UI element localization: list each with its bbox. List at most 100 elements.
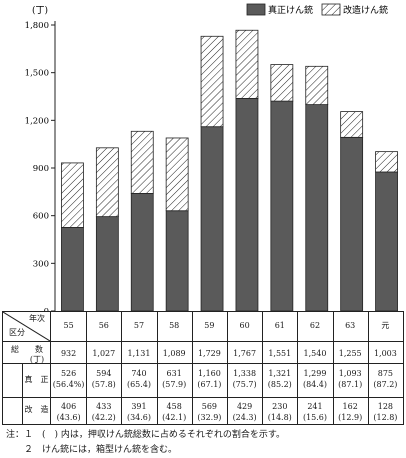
- header-diagonal: [3, 312, 50, 341]
- year-cell: 56: [98, 321, 109, 330]
- bar-real-58: [165, 210, 189, 312]
- legend-swatch-modified: [321, 3, 341, 16]
- table-label-column-border: [50, 311, 51, 425]
- modified-value-cell: 429: [236, 402, 253, 411]
- modified-label: 改 造: [24, 405, 49, 414]
- real-value-cell: 526: [60, 369, 77, 378]
- modified-pct-cell: (12.8): [373, 413, 398, 422]
- table-left-border: [2, 311, 3, 425]
- table-column-border: [262, 311, 264, 425]
- total-cell: 1,540: [303, 349, 327, 358]
- bar-modified-57: [130, 130, 154, 194]
- bar-modified-63: [340, 111, 364, 138]
- table-column-border: [227, 311, 228, 425]
- real-pct-cell: (85.2): [267, 380, 292, 389]
- total-cell: 1,767: [233, 349, 257, 358]
- modified-pct-cell: (42.2): [91, 413, 116, 422]
- table-column-border: [86, 311, 88, 425]
- real-pct-cell: (84.4): [302, 380, 328, 389]
- real-label: 真 正: [24, 375, 49, 384]
- modified-value-cell: 230: [272, 402, 288, 411]
- modified-pct-cell: (42.1): [162, 413, 187, 422]
- note-2: ２ けん銃には，箱型けん銃を含む。: [6, 445, 178, 455]
- notes: 注：１ ( ) 内は，押収けん銃総数に占めるそれぞれの割合を示す。 ２ けん銃に…: [6, 428, 285, 458]
- y-axis-unit-label: (丁): [32, 5, 48, 16]
- table-column-border: [332, 311, 334, 425]
- real-value-cell: 1,093: [338, 369, 362, 378]
- modified-pct-cell: (43.6): [56, 413, 81, 422]
- stacked-bar-chart: (丁) 0 300 600 900 1,200 1,500 1,800 真正けん銃 改造けん銃: [25, 3, 398, 312]
- table-column-border: [191, 311, 193, 425]
- real-value-cell: 740: [131, 369, 147, 378]
- data-table: 年次 区分 55 56 57 58 59 60 61 62 63 元 総 数 (丁) 932 1,0…: [0, 311, 406, 425]
- y-tick-label: 1,500: [25, 69, 49, 79]
- bar-real-55: [61, 227, 84, 312]
- table-divider: [2, 397, 404, 398]
- total-cell: 1,003: [373, 349, 397, 358]
- year-cell: 60: [239, 321, 250, 330]
- bar-real-元: [375, 171, 398, 312]
- modified-value-cell: 162: [342, 402, 358, 411]
- header-year-label: 年次: [29, 314, 45, 323]
- modified-value-cell: 433: [96, 402, 112, 411]
- y-tick-label: 0: [44, 307, 49, 312]
- header-category-label: 区分: [9, 328, 25, 337]
- real-value-cell: 594: [96, 369, 112, 378]
- y-tick-label: 900: [33, 164, 49, 174]
- modified-pct-cell: (34.6): [126, 413, 152, 422]
- total-unit-label: (丁): [29, 355, 45, 364]
- modified-pct-cell: (32.9): [197, 413, 222, 422]
- modified-value-cell: 128: [377, 402, 394, 411]
- table-top-border: [2, 311, 404, 312]
- year-cell: 63: [345, 321, 356, 330]
- modified-pct-cell: (24.3): [232, 413, 257, 422]
- real-pct-cell: (57.9): [162, 380, 187, 389]
- year-cell: 59: [204, 321, 215, 330]
- note-1: 注：１ ( ) 内は，押収けん銃総数に占めるそれぞれの割合を示す。: [6, 430, 285, 440]
- modified-pct-cell: (12.9): [338, 413, 363, 422]
- real-pct-cell: (87.2): [373, 380, 398, 389]
- bar-modified-60: [235, 29, 259, 99]
- real-pct-cell: (75.7): [232, 380, 257, 389]
- table-column-border: [156, 311, 158, 425]
- table-divider: [2, 341, 404, 342]
- real-value-cell: 1,299: [303, 369, 327, 378]
- total-cell: 1,131: [127, 349, 151, 358]
- modified-value-cell: 406: [60, 402, 77, 411]
- modified-value-cell: 569: [201, 402, 218, 411]
- real-value-cell: 1,160: [197, 369, 221, 378]
- bar-modified-61: [270, 64, 294, 102]
- total-cell: 932: [60, 349, 77, 358]
- modified-value-cell: 391: [131, 402, 147, 411]
- year-cell: 55: [63, 321, 74, 330]
- table-divider: [2, 363, 404, 364]
- real-value-cell: 1,321: [268, 369, 292, 378]
- bar-real-61: [270, 100, 294, 312]
- bar-modified-56: [95, 147, 119, 218]
- y-tick-label: 1,200: [25, 116, 49, 126]
- bar-real-60: [235, 98, 259, 312]
- bar-modified-58: [165, 137, 189, 212]
- table-right-border: [403, 311, 404, 425]
- y-tick-label: 600: [33, 212, 49, 222]
- bar-modified-55: [61, 162, 84, 228]
- real-pct-cell: (57.8): [91, 380, 116, 389]
- real-value-cell: 1,338: [233, 369, 257, 378]
- real-pct-cell: (87.1): [338, 380, 363, 389]
- year-cell: 61: [274, 321, 285, 330]
- bar-modified-62: [305, 65, 329, 106]
- legend-swatch-real: [246, 3, 266, 16]
- total-cell: 1,255: [338, 349, 362, 358]
- real-value-cell: 875: [377, 369, 394, 378]
- total-cell: 1,089: [162, 349, 186, 358]
- bar-real-62: [305, 104, 329, 312]
- year-cell: 62: [309, 321, 321, 330]
- modified-pct-cell: (14.8): [267, 413, 292, 422]
- total-label: 総 数: [11, 345, 43, 354]
- bar-real-63: [340, 136, 364, 312]
- year-cell: 58: [169, 321, 180, 330]
- table-column-border: [297, 311, 299, 425]
- bar-real-56: [95, 216, 119, 312]
- table-column-border: [121, 311, 123, 425]
- y-tick-label: 300: [33, 259, 49, 269]
